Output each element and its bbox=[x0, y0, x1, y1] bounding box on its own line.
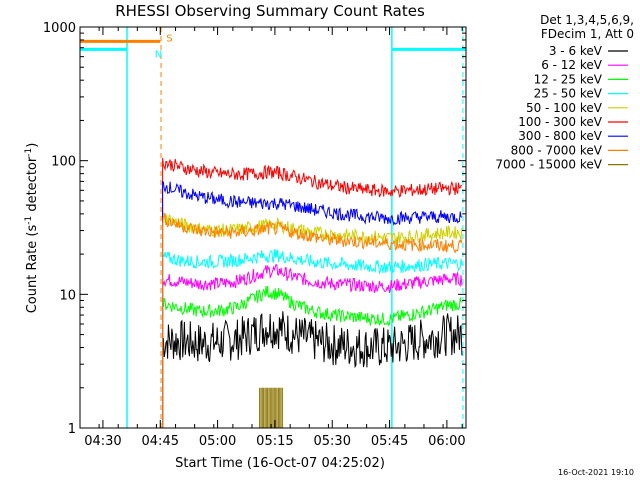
legend-entry-label: 3 - 6 keV bbox=[549, 44, 603, 58]
footer-date: 16-Oct-2021 19:10 bbox=[558, 468, 634, 477]
x-tick-label: 04:30 bbox=[84, 434, 121, 449]
series-line-5 bbox=[162, 157, 462, 428]
series-line-3 bbox=[162, 249, 463, 428]
legend-entry-label: 800 - 7000 keV bbox=[511, 143, 603, 157]
x-tick-label: 05:15 bbox=[256, 434, 293, 449]
chart-title: RHESSI Observing Summary Count Rates bbox=[115, 2, 425, 20]
legend-header-1: Det 1,3,4,5,6,9, bbox=[540, 13, 634, 27]
legend-entry-label: 300 - 800 keV bbox=[518, 129, 602, 143]
series-line-8 bbox=[259, 387, 283, 428]
series-line-2 bbox=[162, 285, 463, 428]
y-axis-label-mid: detector bbox=[25, 156, 40, 216]
x-tick-label: 05:30 bbox=[314, 434, 351, 449]
legend-entry-label: 50 - 100 keV bbox=[526, 101, 603, 115]
legend-entry-label: 12 - 25 keV bbox=[534, 72, 603, 86]
series-line-1 bbox=[162, 263, 463, 428]
observing-intervals: SN bbox=[80, 27, 466, 428]
series-line-6 bbox=[162, 180, 463, 428]
y-axis-label-main: Count Rate (s bbox=[25, 225, 40, 314]
series-lines bbox=[162, 157, 463, 428]
x-tick-label: 05:00 bbox=[199, 434, 236, 449]
y-tick-label: 1 bbox=[68, 422, 76, 437]
x-tick-label: 05:45 bbox=[371, 434, 408, 449]
legend-entry-label: 7000 - 15000 keV bbox=[495, 158, 602, 172]
legend: Det 1,3,4,5,6,9, FDecim 1, Att 0 3 - 6 k… bbox=[495, 13, 634, 172]
series-line-7 bbox=[162, 212, 463, 428]
annotation-night: N bbox=[155, 49, 162, 60]
y-tick-label: 100 bbox=[51, 155, 76, 170]
legend-header-2: FDecim 1, Att 0 bbox=[541, 27, 634, 41]
x-axis-label: Start Time (16-Oct-07 04:25:02) bbox=[175, 456, 385, 471]
y-axis-label: Count Rate (s-1 detector-1) bbox=[24, 143, 40, 314]
axes: 04:30 04:45 05:00 05:15 05:30 05:45 06:00 1 10 10… bbox=[43, 21, 466, 449]
plot-frame bbox=[79, 26, 467, 429]
y-tick-label: 10 bbox=[59, 288, 76, 303]
series-line-0 bbox=[162, 311, 463, 428]
y-tick-label: 1000 bbox=[43, 21, 76, 36]
annotation-saa: S bbox=[166, 33, 172, 44]
legend-entry-label: 100 - 300 keV bbox=[518, 115, 602, 129]
legend-entry-label: 25 - 50 keV bbox=[534, 87, 603, 101]
legend-entry-label: 6 - 12 keV bbox=[541, 58, 603, 72]
y-axis-label-sup2: -1 bbox=[24, 148, 34, 157]
x-tick-label: 06:00 bbox=[428, 434, 465, 449]
y-axis-label-sup1: -1 bbox=[24, 216, 34, 225]
y-axis-label-end: ) bbox=[25, 143, 40, 148]
x-tick-label: 04:45 bbox=[142, 434, 179, 449]
